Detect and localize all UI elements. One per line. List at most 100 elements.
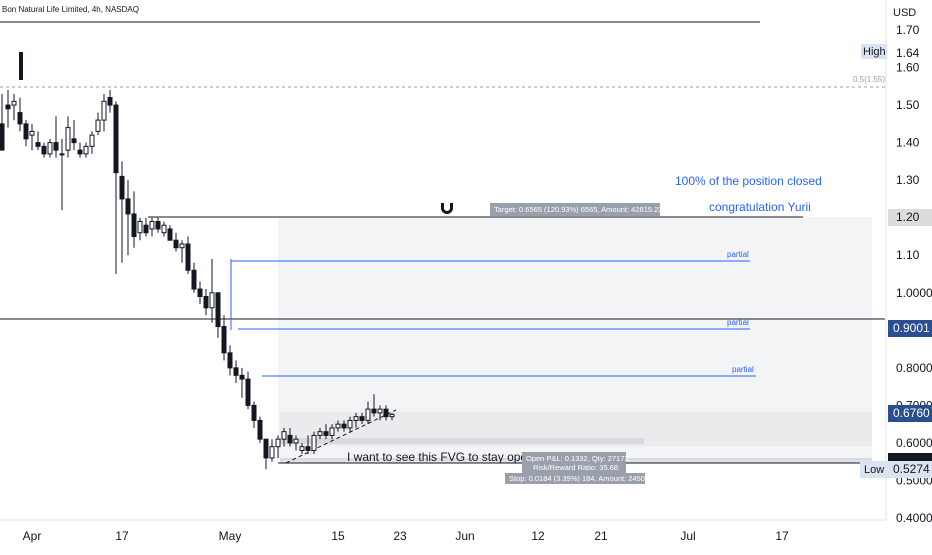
x-tick-label: May — [219, 529, 242, 543]
candle-body — [59, 153, 65, 156]
fvg-note: I want to see this FVG to stay opened — [347, 450, 547, 464]
candle-body — [185, 243, 191, 271]
candle-body — [101, 100, 107, 121]
candle-body — [215, 292, 221, 328]
candle-body — [347, 419, 353, 429]
candle-body — [17, 112, 23, 125]
candle-body — [209, 292, 215, 309]
x-tick-label: Jul — [680, 529, 695, 543]
candle-body — [299, 446, 305, 451]
y-tick-label: 1.70 — [896, 23, 920, 37]
target-label: Target: 0.6565 (120.93%) 6565, Amount: 4… — [494, 205, 662, 214]
candle-body — [167, 228, 173, 241]
y-tick-label: 0.8000 — [896, 361, 932, 375]
annotation-closed: 100% of the position closed — [675, 174, 822, 188]
candle-body — [377, 408, 383, 414]
x-tick-label: 21 — [594, 529, 608, 543]
candle-body — [107, 97, 113, 106]
candle-body — [227, 352, 233, 369]
candle-body — [95, 119, 101, 132]
candle-body — [143, 224, 149, 234]
candle-body — [335, 423, 341, 429]
candle-body — [353, 416, 359, 421]
candle-body — [53, 142, 59, 151]
x-tick-label: Jun — [455, 529, 474, 543]
candle-body — [89, 134, 95, 147]
trendline — [285, 409, 397, 464]
high-candle — [19, 52, 23, 80]
x-tick-label: 23 — [393, 529, 407, 543]
y-tick-label: 0.4000 — [896, 511, 932, 525]
x-tick-label: 12 — [531, 529, 545, 543]
candle-body — [179, 243, 185, 249]
candle-body — [77, 149, 83, 155]
candle-body — [113, 104, 119, 174]
price-label-black — [888, 453, 932, 464]
svg-text:Low: Low — [864, 464, 884, 476]
svg-text:0.5274: 0.5274 — [893, 462, 930, 476]
candle-body — [41, 145, 47, 155]
candle-body — [197, 288, 203, 298]
candle-body — [137, 220, 143, 234]
price-label-0-9001: 0.9001 — [888, 320, 932, 337]
annotation-congrats: congratulation Yurii — [709, 200, 811, 214]
rr-label: Risk/Reward Ratio: 35.68 — [533, 463, 618, 472]
candle-body — [269, 446, 275, 459]
candle-body — [287, 434, 293, 444]
candle-body — [245, 378, 251, 406]
candle-body — [221, 326, 227, 354]
svg-text:1.64: 1.64 — [896, 46, 920, 60]
candle-body — [11, 100, 17, 106]
candle-body — [359, 416, 365, 421]
target-label-bg — [490, 203, 660, 216]
x-tick-label: 17 — [775, 529, 789, 543]
candle-body — [341, 423, 347, 429]
svg-text:0.6760: 0.6760 — [893, 406, 930, 420]
svg-text:1.20: 1.20 — [896, 210, 920, 224]
open-label-bg — [522, 452, 626, 474]
candle-body — [233, 367, 239, 376]
candle-body — [383, 408, 389, 418]
fib-label: 0.5(1.55) — [853, 75, 885, 84]
svg-text:0.9001: 0.9001 — [893, 321, 930, 335]
price-label-0-6760: 0.6760 — [888, 405, 932, 422]
candle-body — [323, 431, 329, 436]
candle-body — [5, 104, 11, 110]
y-tick-label: 1.50 — [896, 98, 920, 112]
magnet-icon[interactable] — [441, 203, 453, 214]
symbol-title: Bon Natural Life Limited, 4h, NASDAQ — [2, 5, 139, 14]
x-tick-label: 15 — [331, 529, 345, 543]
candle-body — [47, 142, 53, 155]
candle-body — [119, 175, 125, 200]
candle-body — [329, 427, 335, 436]
partial-label-2: partial — [727, 318, 749, 327]
candle-body — [305, 446, 311, 451]
candle-body — [0, 123, 5, 151]
x-tick-label: Apr — [23, 529, 42, 543]
stop-label: Stop: 0.0184 (3.39%) 184, Amount: 24500 — [509, 474, 649, 483]
partial-label-1: partial — [727, 250, 749, 259]
candle-body — [191, 269, 197, 290]
entry-band — [280, 438, 644, 444]
stop-label-bg — [505, 473, 645, 484]
candle-body — [161, 224, 167, 234]
candle-body — [173, 239, 179, 249]
candle-body — [281, 431, 287, 440]
candle-body — [203, 296, 209, 309]
price-label-1-20: 1.20 — [888, 209, 932, 226]
candle-body — [29, 130, 35, 136]
candle-body — [371, 408, 377, 414]
candle-body — [365, 408, 371, 421]
candle-body — [239, 374, 245, 380]
open-label: Open P&L: 0.1332, Qty: 27173 — [526, 454, 629, 463]
candle-body — [155, 220, 161, 230]
currency-label: USD — [893, 7, 916, 19]
x-axis: Apr 17 May 15 23 Jun 12 21 Jul 17 — [23, 529, 789, 543]
candle-body — [251, 404, 257, 421]
y-tick-label: 1.60 — [896, 61, 920, 75]
price-label-low: Low 0.5274 — [860, 461, 932, 478]
candle-body — [125, 198, 131, 215]
y-tick-label: 0.6000 — [896, 436, 932, 450]
